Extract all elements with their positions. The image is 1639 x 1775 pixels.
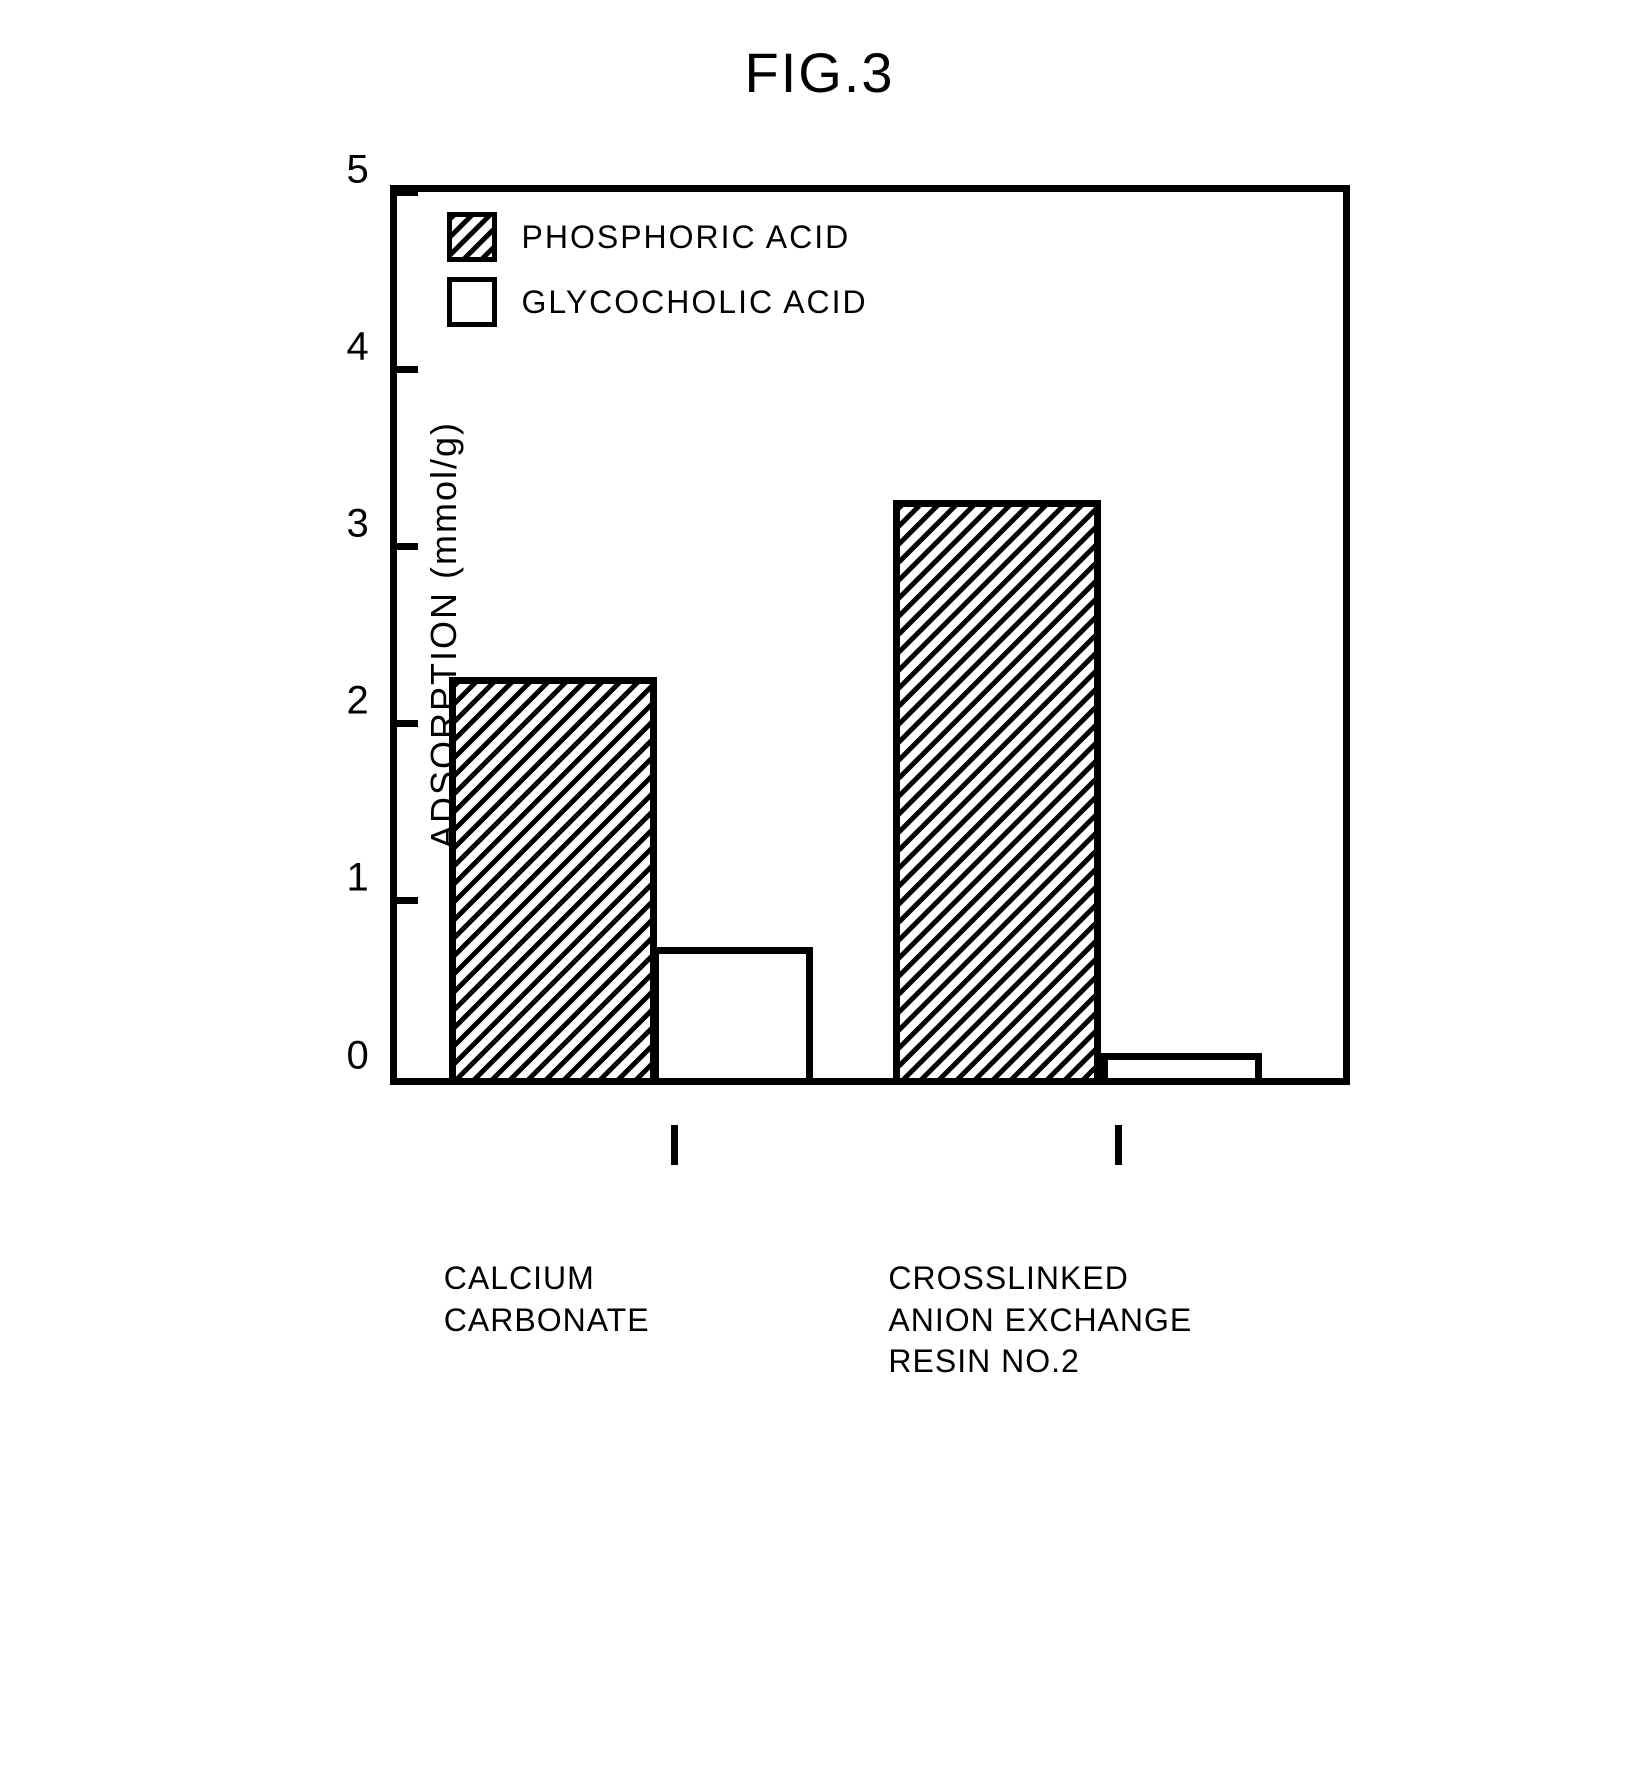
bar <box>1101 1053 1262 1085</box>
bar <box>652 947 813 1085</box>
bar <box>893 500 1101 1085</box>
chart-container: ADSORPTION (mmol/g) 012345 PHOSPHORIC AC… <box>270 185 1370 1085</box>
y-tick-label: 0 <box>347 1033 369 1078</box>
x-tick <box>671 1125 678 1165</box>
bar <box>449 677 657 1085</box>
figure-title: FIG.3 <box>40 40 1599 105</box>
y-tick-label: 1 <box>347 856 369 901</box>
plot-area: 012345 PHOSPHORIC ACID GLYCOCHOLIC ACID … <box>390 185 1350 1085</box>
bars-group <box>397 199 1343 1085</box>
x-category-label: CALCIUMCARBONATE <box>444 1258 650 1341</box>
y-tick-mark <box>390 189 418 196</box>
y-tick-label: 2 <box>347 679 369 724</box>
y-tick-label: 3 <box>347 501 369 546</box>
y-tick-label: 5 <box>347 147 369 192</box>
x-category-label: CROSSLINKEDANION EXCHANGERESIN NO.2 <box>888 1258 1192 1383</box>
x-tick <box>1115 1125 1122 1165</box>
y-tick-label: 4 <box>347 324 369 369</box>
